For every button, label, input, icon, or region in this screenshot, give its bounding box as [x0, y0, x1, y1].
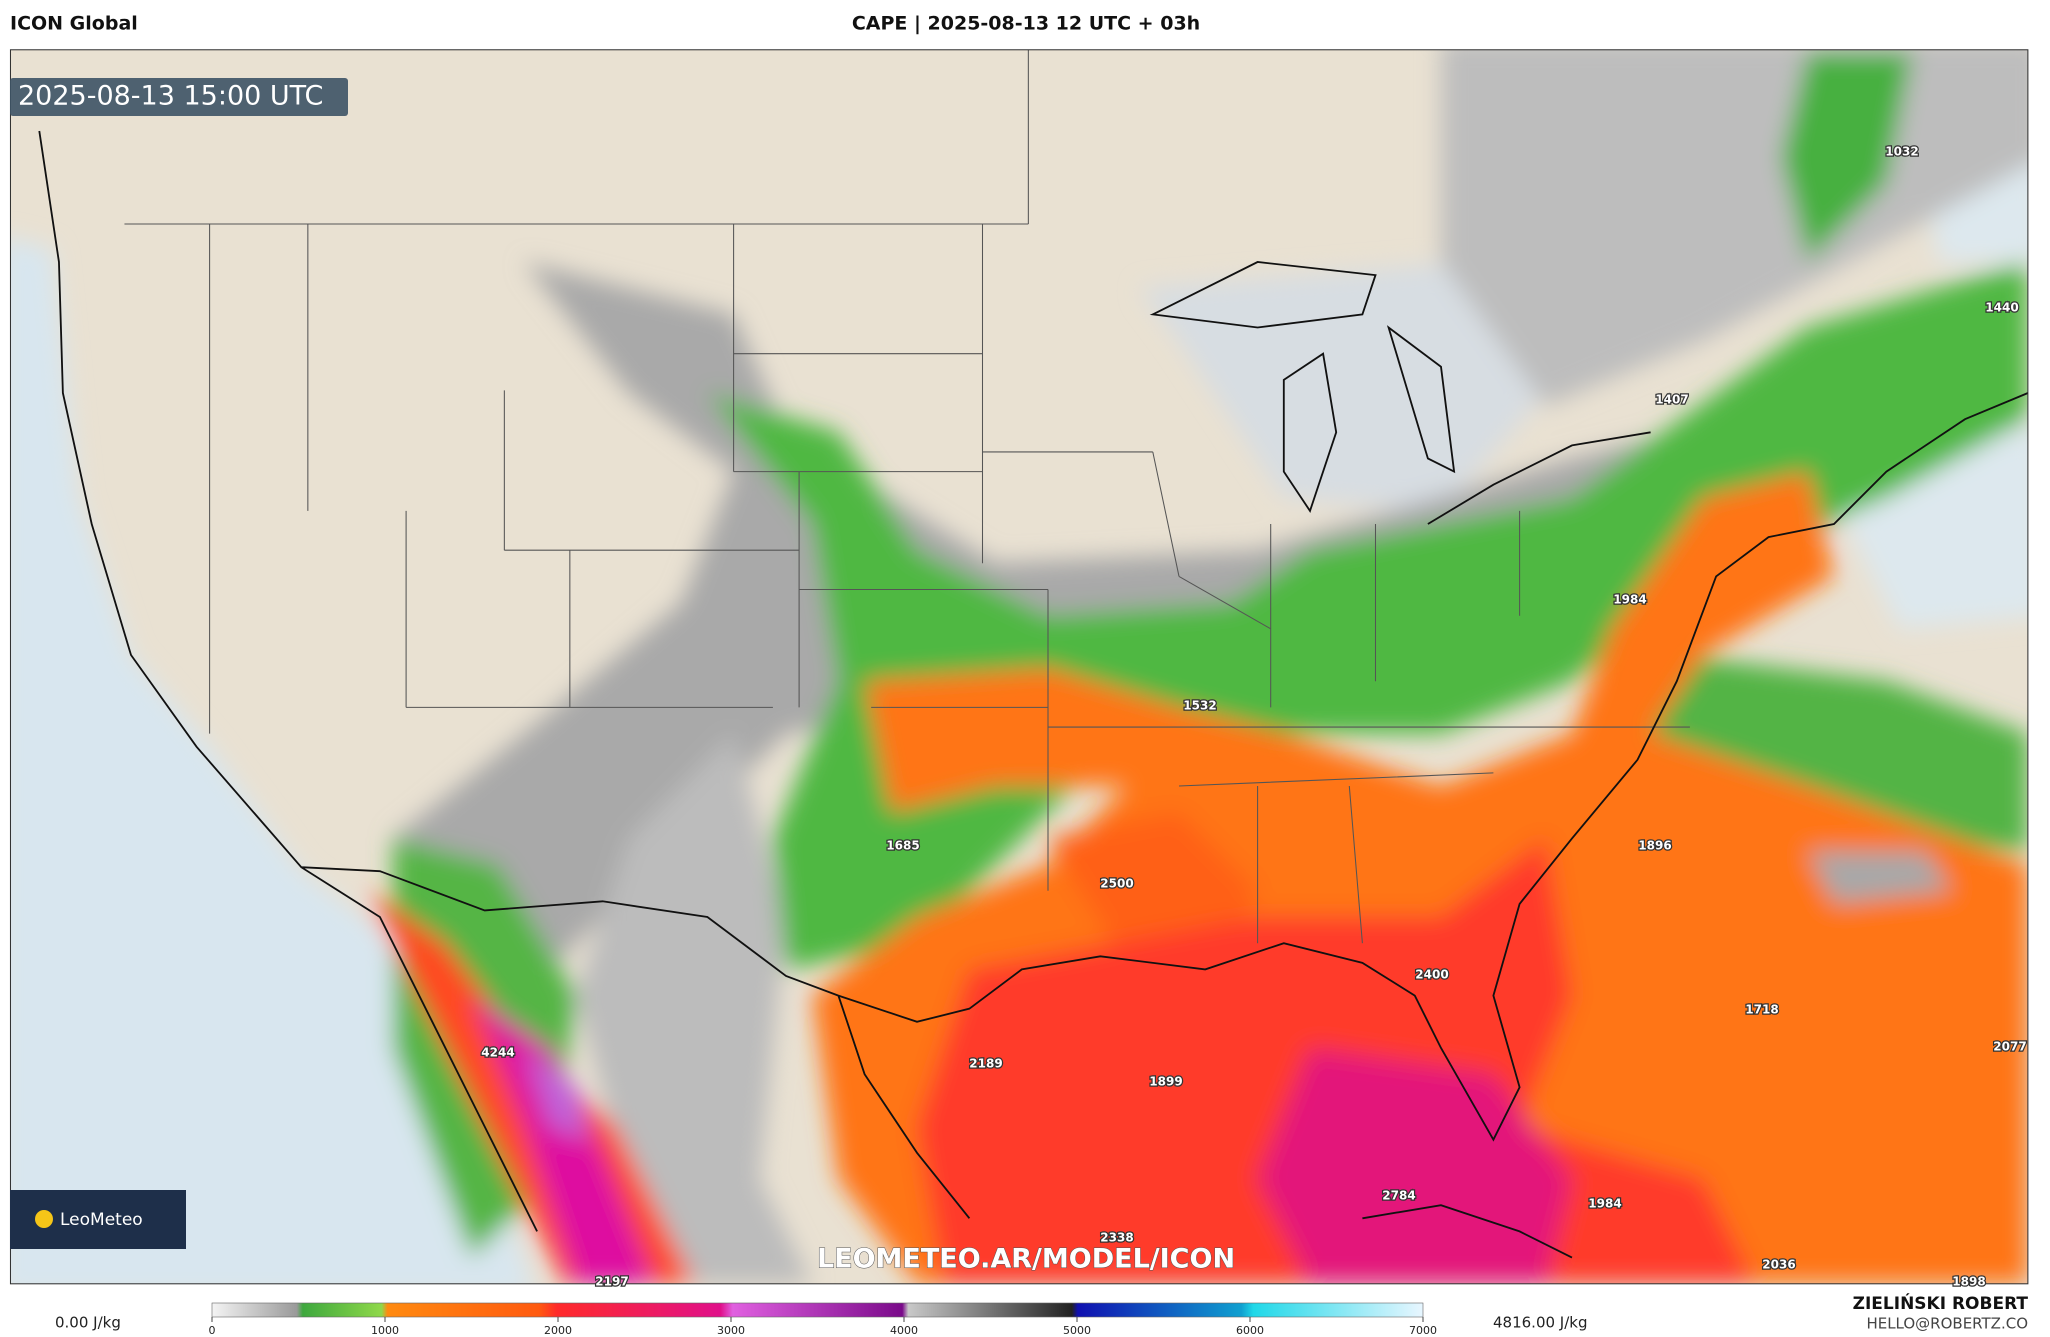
- cape-field: [10, 49, 2028, 1284]
- borders: [124, 49, 1690, 944]
- point-value: 2189: [969, 1057, 1002, 1071]
- point-value: 4244: [481, 1046, 514, 1060]
- colorbar-tick-label: 7000: [1409, 1324, 1437, 1337]
- logo-sun: [35, 1210, 53, 1228]
- colorbar: [211, 1302, 1424, 1318]
- point-value: 2338: [1100, 1231, 1133, 1245]
- point-value: 2036: [1762, 1258, 1795, 1272]
- colorbar-ticks: 0 1000 2000 3000 4000 5000 6000 7000: [209, 1317, 1437, 1337]
- map: [9, 49, 2029, 1285]
- point-value: 1407: [1655, 393, 1688, 407]
- colorbar-tick-label: 0: [209, 1324, 216, 1337]
- colorbar-max: 4816.00 J/kg: [1493, 1314, 1587, 1332]
- point-value: 1718: [1745, 1003, 1778, 1017]
- colorbar-tick-label: 1000: [371, 1324, 399, 1337]
- point-value: 1898: [1952, 1275, 1985, 1289]
- point-value: 2077: [1993, 1040, 2026, 1054]
- time-badge: [10, 78, 348, 116]
- email: HELLO@ROBERTZ.CO: [1866, 1315, 2028, 1333]
- author: ZIELIŃSKI ROBERT: [1853, 1292, 2029, 1314]
- colorbar-tick-label: 6000: [1236, 1324, 1264, 1337]
- point-value: 1899: [1149, 1075, 1182, 1089]
- logo: LeoMeteo: [60, 1210, 143, 1230]
- point-value: 2500: [1100, 877, 1133, 891]
- colorbar-min: 0.00 J/kg: [55, 1314, 121, 1332]
- valid-time: 2025-08-13 15:00 UTC: [18, 81, 323, 112]
- point-value: 1984: [1588, 1197, 1621, 1211]
- point-value: 2197: [595, 1275, 628, 1289]
- point-value: 1685: [886, 839, 919, 853]
- point-value: 1984: [1613, 593, 1646, 607]
- coastlines: [38, 130, 2028, 1259]
- point-value: 1532: [1183, 699, 1216, 713]
- point-value: 2400: [1415, 968, 1448, 982]
- point-value: 2784: [1382, 1189, 1415, 1203]
- point-value: 1032: [1885, 145, 1918, 159]
- watermark: LEOMETEO.AR/MODEL/ICON: [817, 1244, 1235, 1275]
- colorbar-tick-label: 2000: [544, 1324, 572, 1337]
- model-name: ICON Global: [10, 13, 138, 35]
- colorbar-tick-label: 3000: [717, 1324, 745, 1337]
- map-title: CAPE | 2025-08-13 12 UTC + 03h: [852, 13, 1200, 35]
- colorbar-tick-label: 5000: [1063, 1324, 1091, 1337]
- point-labels: 1032 1440 1407 1984 1532 1685 2500 1896 2400 1718…: [480, 143, 2028, 1290]
- colorbar-tick-label: 4000: [890, 1324, 918, 1337]
- point-value: 1440: [1985, 301, 2018, 315]
- point-value: 1896: [1638, 839, 1671, 853]
